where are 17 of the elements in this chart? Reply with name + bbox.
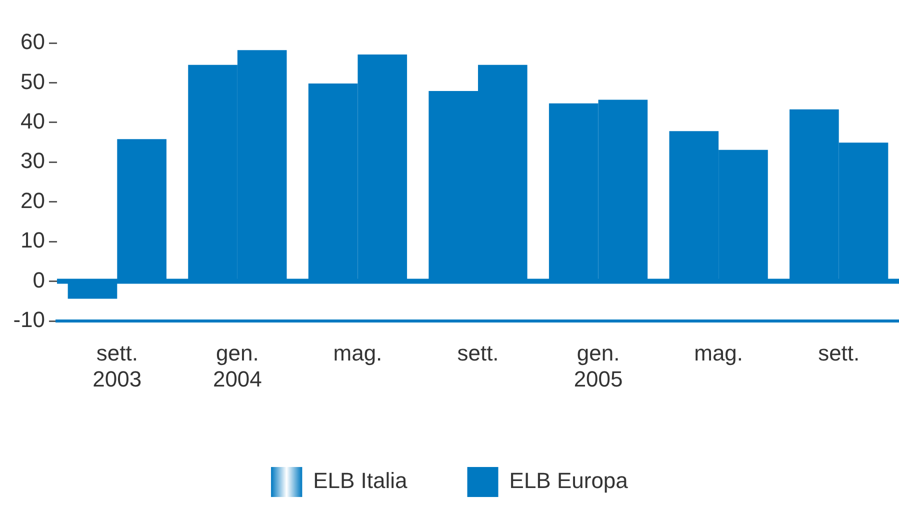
y-tick-label: 40 xyxy=(20,108,45,134)
x-tick-label: sett. xyxy=(457,340,499,366)
y-tick-label: 60 xyxy=(20,29,45,54)
x-tick-label: mag. xyxy=(333,340,382,366)
y-tick-label: 10 xyxy=(20,228,45,253)
x-tick-label: gen. 2005 xyxy=(574,340,623,392)
y-tick-label: -10 xyxy=(13,307,45,332)
y-tick-label: 20 xyxy=(20,188,45,213)
y-tick-label: 50 xyxy=(20,68,45,94)
legend-label: ELB Italia xyxy=(313,468,408,494)
y-tick-label: 30 xyxy=(20,148,45,174)
x-tick-label: mag. xyxy=(694,340,744,366)
legend-label: ELB Europa xyxy=(509,468,629,494)
x-tick-label: sett. 2003 xyxy=(92,340,142,392)
x-tick-label: gen. 2004 xyxy=(212,340,262,392)
x-tick-label: sett. xyxy=(818,340,860,366)
y-tick-label: 0 xyxy=(32,267,45,292)
